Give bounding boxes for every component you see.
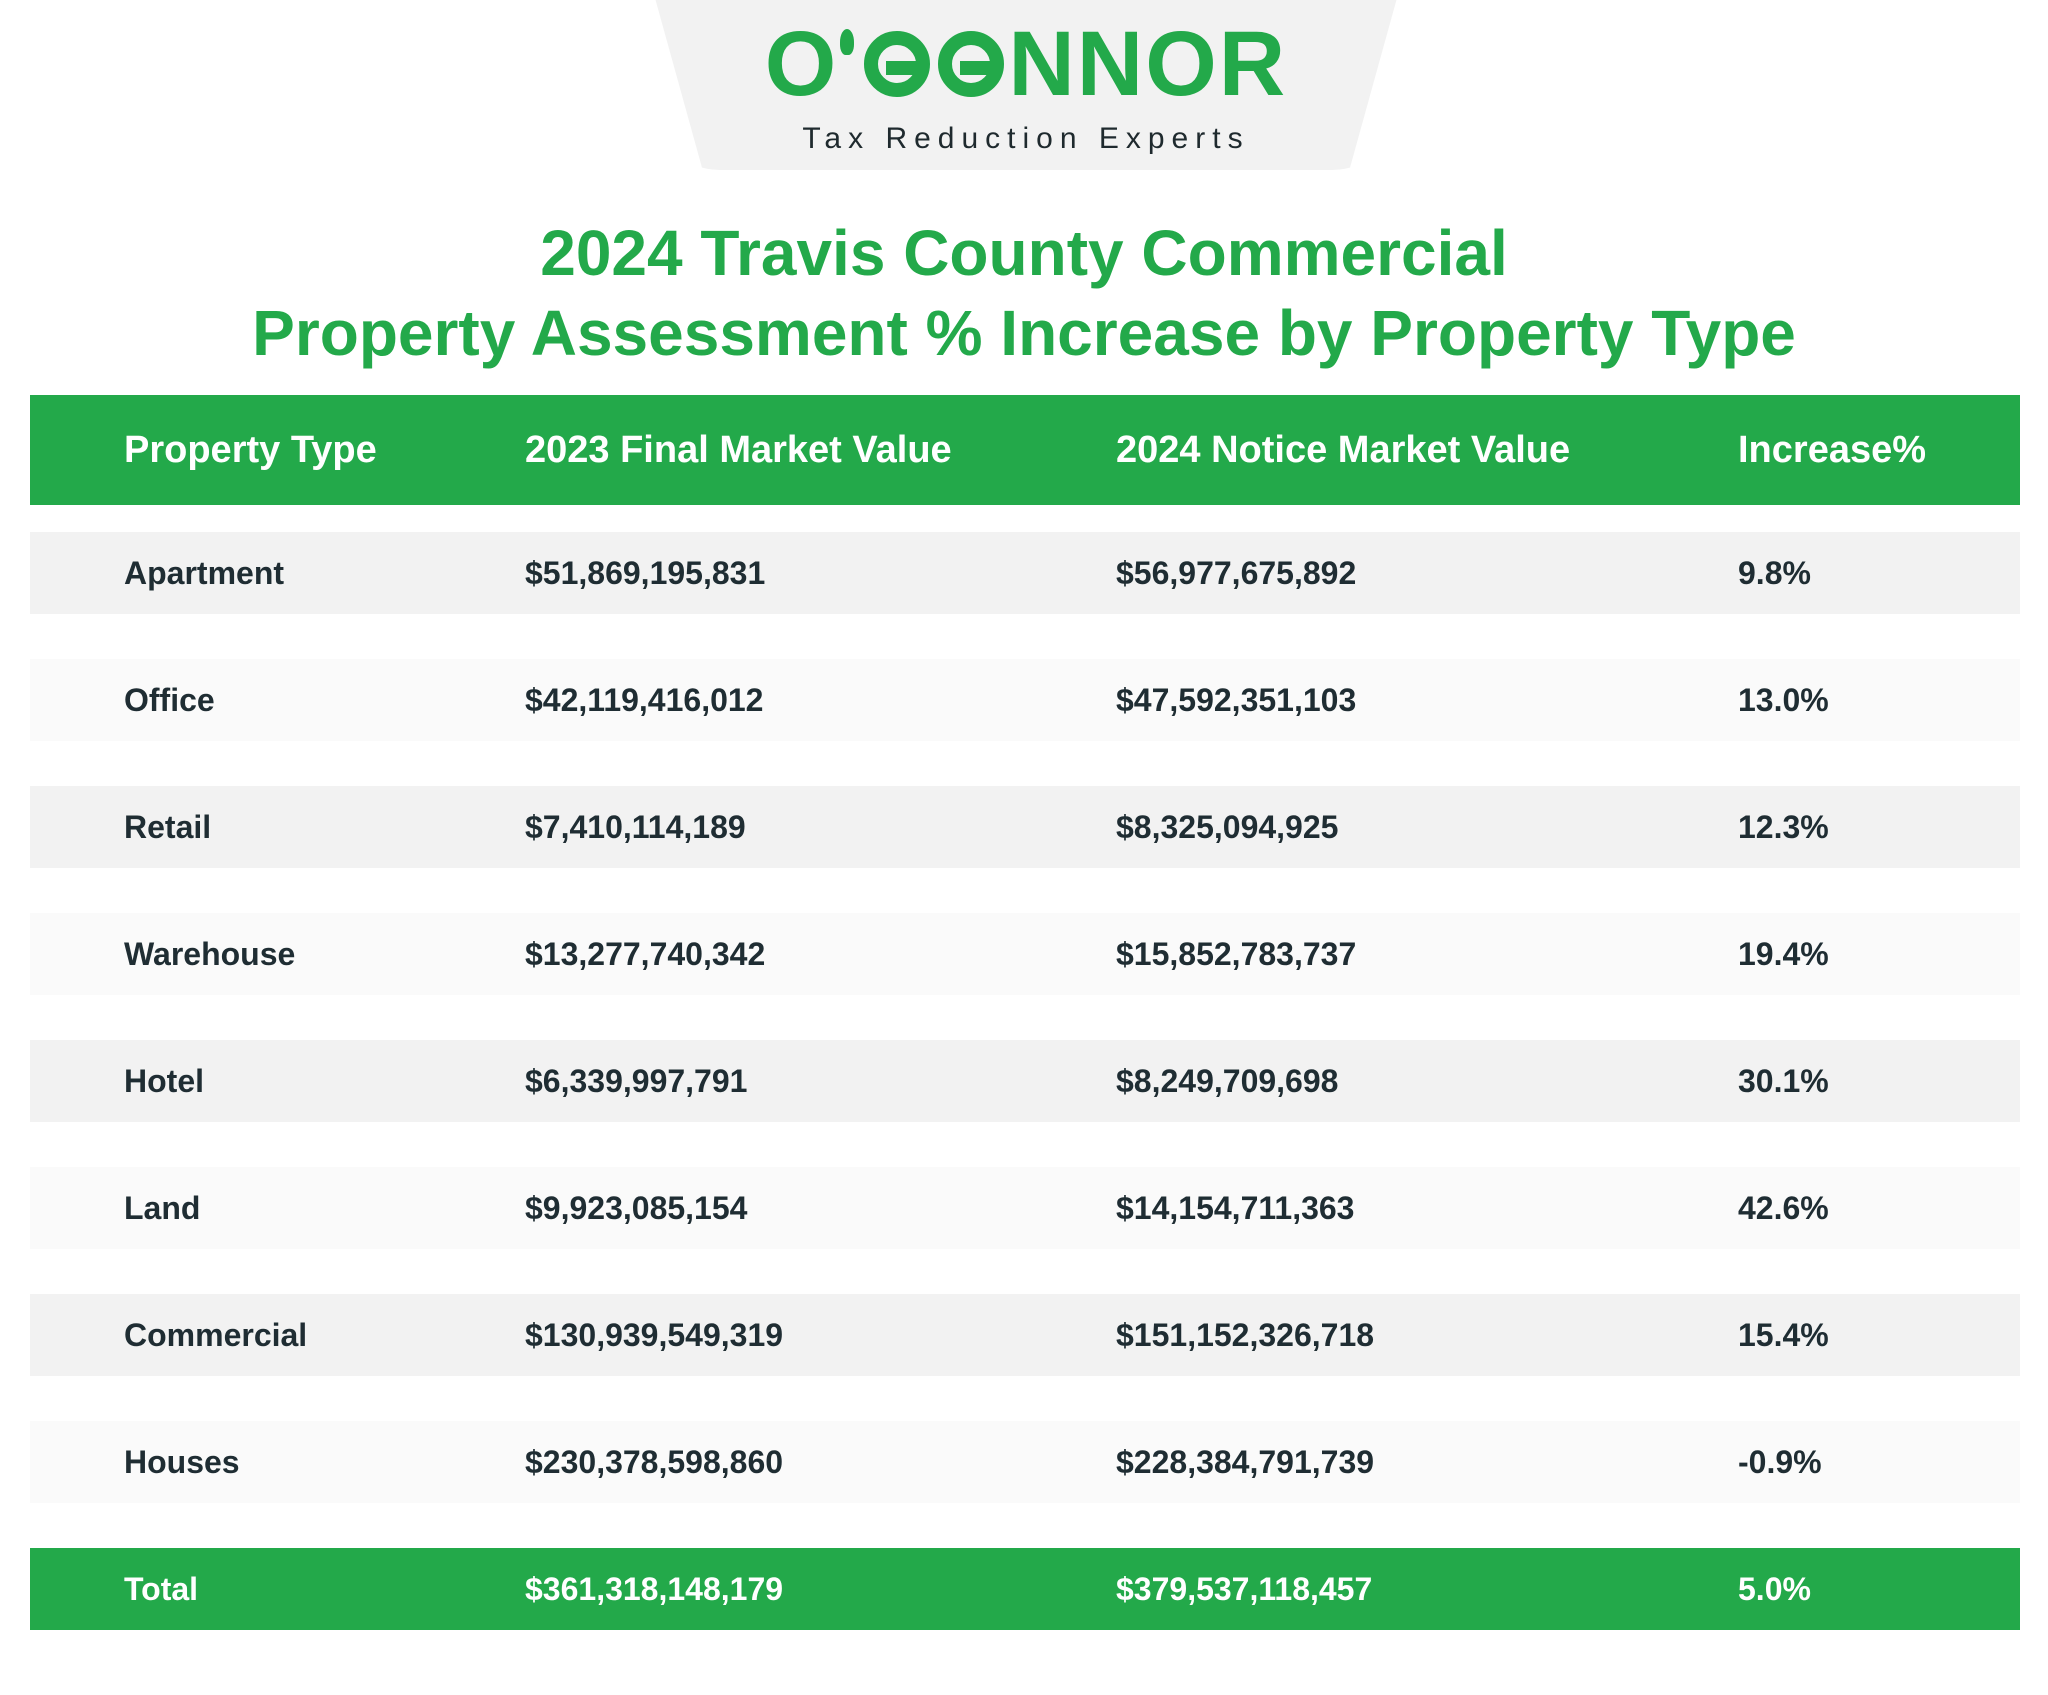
page-title-line-1: 2024 Travis County Commercial bbox=[540, 217, 1508, 289]
cell-2023-value: $51,869,195,831 bbox=[525, 555, 766, 591]
cell-2023-value: $230,378,598,860 bbox=[525, 1444, 784, 1480]
cell-2024-value: $228,384,791,739 bbox=[1116, 1444, 1375, 1480]
cell-2023-value: $6,339,997,791 bbox=[525, 1063, 748, 1099]
cell-increase: 30.1% bbox=[1738, 1063, 1829, 1099]
table-header-row: Property Type 2023 Final Market Value 20… bbox=[30, 395, 2020, 505]
cell-increase: -0.9% bbox=[1738, 1444, 1822, 1480]
table-row: Land $9,923,085,154 $14,154,711,363 42.6… bbox=[30, 1167, 2020, 1249]
cell-2024-value: $15,852,783,737 bbox=[1116, 936, 1357, 972]
assessment-table: Property Type 2023 Final Market Value 20… bbox=[30, 395, 2020, 1630]
cell-property-type: Retail bbox=[124, 809, 212, 845]
page-title-line-2: Property Assessment % Increase by Proper… bbox=[252, 297, 1796, 369]
page-title: 2024 Travis County Commercial Property A… bbox=[0, 213, 2048, 373]
logo-letters-nnor: NNOR bbox=[1008, 13, 1288, 115]
logo-letter-o-ring-icon bbox=[938, 31, 1005, 97]
logo-letter-o: O bbox=[764, 13, 839, 115]
logo-apostrophe-icon bbox=[840, 29, 855, 55]
cell-property-type: Warehouse bbox=[124, 936, 296, 972]
table-row: Office $42,119,416,012 $47,592,351,103 1… bbox=[30, 659, 2020, 741]
total-label: Total bbox=[124, 1571, 199, 1607]
cell-2023-value: $42,119,416,012 bbox=[525, 682, 764, 718]
header-2023-final-market-value: 2023 Final Market Value bbox=[525, 429, 952, 471]
logo: O NNOR Tax Reduction Experts bbox=[650, 18, 1402, 156]
cell-property-type: Houses bbox=[124, 1444, 240, 1480]
cell-increase: 12.3% bbox=[1738, 809, 1829, 845]
header-property-type: Property Type bbox=[124, 429, 377, 471]
cell-property-type: Apartment bbox=[124, 555, 285, 591]
cell-2024-value: $47,592,351,103 bbox=[1116, 682, 1357, 718]
cell-property-type: Office bbox=[124, 682, 215, 718]
table-row: Retail $7,410,114,189 $8,325,094,925 12.… bbox=[30, 786, 2020, 868]
cell-increase: 19.4% bbox=[1738, 936, 1829, 972]
cell-2024-value: $56,977,675,892 bbox=[1116, 555, 1357, 591]
cell-property-type: Land bbox=[124, 1190, 201, 1226]
cell-2023-value: $7,410,114,189 bbox=[525, 809, 746, 845]
logo-wordmark: O NNOR bbox=[765, 18, 1287, 110]
cell-increase: 15.4% bbox=[1738, 1317, 1829, 1353]
total-2023-value: $361,318,148,179 bbox=[525, 1571, 784, 1607]
cell-2023-value: $130,939,549,319 bbox=[525, 1317, 784, 1353]
table-row: Warehouse $13,277,740,342 $15,852,783,73… bbox=[30, 913, 2020, 995]
total-2024-value: $379,537,118,457 bbox=[1116, 1571, 1373, 1607]
cell-2024-value: $8,249,709,698 bbox=[1116, 1063, 1339, 1099]
table-row: Hotel $6,339,997,791 $8,249,709,698 30.1… bbox=[30, 1040, 2020, 1122]
table-row: Houses $230,378,598,860 $228,384,791,739… bbox=[30, 1421, 2020, 1503]
cell-2024-value: $14,154,711,363 bbox=[1116, 1190, 1355, 1226]
cell-increase: 13.0% bbox=[1738, 682, 1829, 718]
cell-2023-value: $13,277,740,342 bbox=[525, 936, 766, 972]
header-increase-percent: Increase% bbox=[1738, 429, 1927, 471]
cell-2023-value: $9,923,085,154 bbox=[525, 1190, 748, 1226]
cell-2024-value: $151,152,326,718 bbox=[1116, 1317, 1375, 1353]
cell-2024-value: $8,325,094,925 bbox=[1116, 809, 1339, 845]
header-2024-notice-market-value: 2024 Notice Market Value bbox=[1116, 429, 1571, 471]
lock-icon bbox=[864, 31, 931, 97]
table-row: Apartment $51,869,195,831 $56,977,675,89… bbox=[30, 532, 2020, 614]
logo-tagline: Tax Reduction Experts bbox=[802, 122, 1250, 155]
cell-increase: 42.6% bbox=[1738, 1190, 1829, 1226]
cell-property-type: Commercial bbox=[124, 1317, 308, 1353]
cell-property-type: Hotel bbox=[124, 1063, 204, 1099]
table-total-row: Total $361,318,148,179 $379,537,118,457 … bbox=[30, 1548, 2020, 1630]
total-increase: 5.0% bbox=[1738, 1571, 1811, 1607]
table-row: Commercial $130,939,549,319 $151,152,326… bbox=[30, 1294, 2020, 1376]
cell-increase: 9.8% bbox=[1738, 555, 1811, 591]
logo-background bbox=[650, 0, 1402, 170]
